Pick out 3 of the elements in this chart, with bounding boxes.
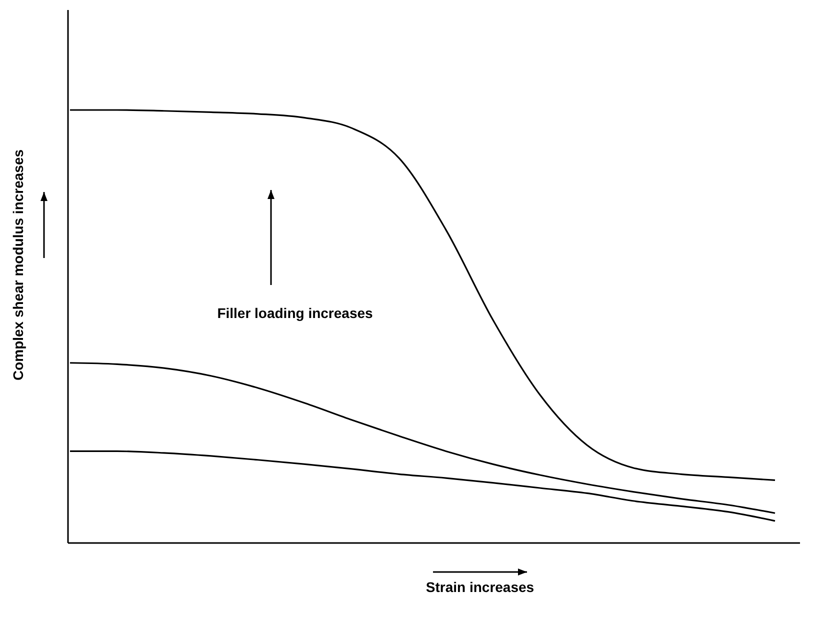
- annotation: Filler loading increases: [217, 305, 374, 321]
- x-axis-title: Strain increases: [426, 579, 534, 595]
- y-axis-title: Complex shear modulus increases: [10, 149, 26, 381]
